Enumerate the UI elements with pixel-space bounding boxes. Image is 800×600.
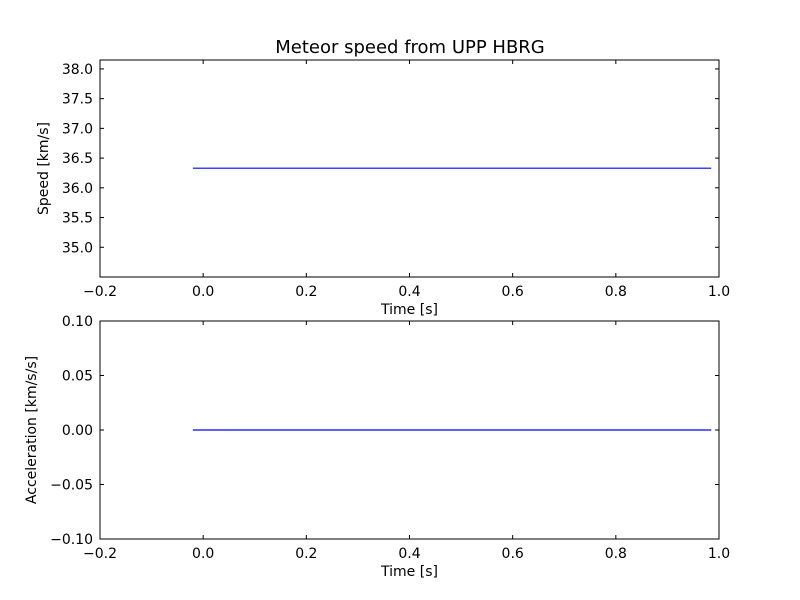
speed-panel: −0.2 0.0 0.2 0.4 0.6 0.8 1.0 35.0 35.5 36.0 36.5 37…: [36, 59, 730, 318]
speed-y-tick-label: 36.0: [62, 181, 93, 197]
acceleration-panel: −0.2 0.0 0.2 0.4 0.6 0.8 1.0 −0.10 −0.05 0.00 0.05…: [24, 314, 730, 580]
speed-x-tick-label: 0.8: [605, 284, 627, 300]
acceleration-x-tick-label: 0.6: [502, 546, 524, 562]
acceleration-x-tick-label: 0.2: [295, 546, 317, 562]
acceleration-x-tick-label: −0.2: [83, 546, 117, 562]
speed-x-tick-label: 0.6: [502, 284, 524, 300]
acceleration-x-tick-label: 0.8: [605, 546, 627, 562]
speed-x-tick-label: −0.2: [83, 284, 117, 300]
speed-x-tick-label: 0.4: [398, 284, 420, 300]
acceleration-y-axis-label: Acceleration [km/s/s]: [24, 356, 40, 504]
acceleration-x-tick-label: 1.0: [708, 546, 730, 562]
speed-y-axis-label: Speed [km/s]: [36, 122, 52, 215]
acceleration-x-tick-label: 0.4: [398, 546, 420, 562]
speed-y-tick-label: 38.0: [62, 62, 93, 78]
speed-y-tick-label: 37.5: [62, 92, 93, 108]
acceleration-y-tick-label: 0.00: [62, 423, 93, 439]
acceleration-x-tick-label: 0.0: [192, 546, 214, 562]
acceleration-y-tick-label: −0.10: [50, 532, 93, 548]
speed-y-tick-label: 35.5: [62, 211, 93, 227]
speed-x-tick-label: 1.0: [708, 284, 730, 300]
speed-y-tick-label: 35.0: [62, 240, 93, 256]
acceleration-y-tick-label: 0.05: [62, 369, 93, 385]
acceleration-y-tick-label: 0.10: [62, 314, 93, 330]
acceleration-y-tick-label: −0.05: [50, 478, 93, 494]
speed-x-tick-label: 0.2: [295, 284, 317, 300]
speed-y-tick-label: 37.0: [62, 121, 93, 137]
speed-y-tick-label: 36.5: [62, 151, 93, 167]
chart-title: Meteor speed from UPP HBRG: [275, 37, 545, 58]
acceleration-x-axis-label: Time [s]: [380, 564, 438, 580]
speed-x-axis-label: Time [s]: [380, 302, 438, 318]
speed-x-tick-label: 0.0: [192, 284, 214, 300]
